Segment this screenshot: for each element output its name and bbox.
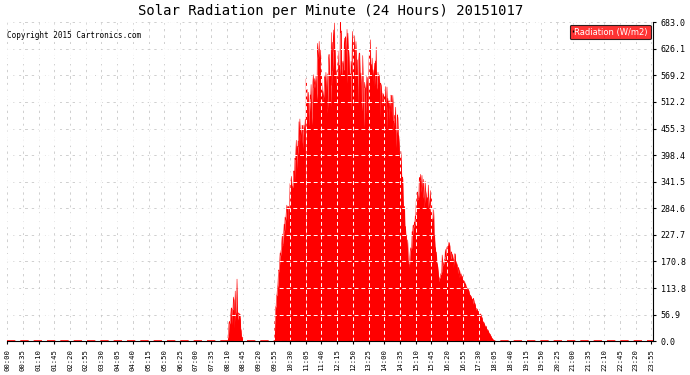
Legend: Radiation (W/m2): Radiation (W/m2)	[570, 25, 651, 39]
Text: Copyright 2015 Cartronics.com: Copyright 2015 Cartronics.com	[7, 30, 141, 39]
Title: Solar Radiation per Minute (24 Hours) 20151017: Solar Radiation per Minute (24 Hours) 20…	[137, 4, 523, 18]
